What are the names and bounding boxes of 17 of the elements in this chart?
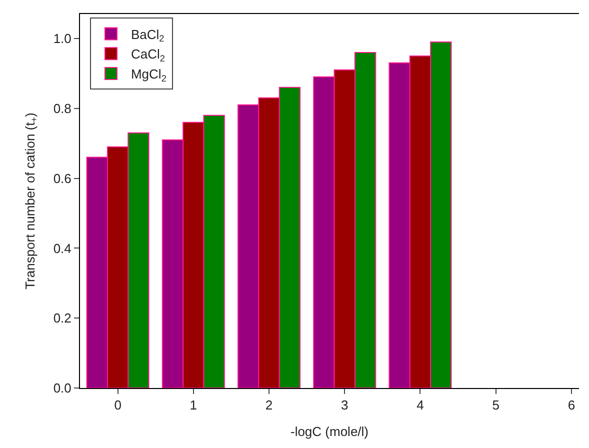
y-tick-label: 0.0 — [53, 380, 72, 396]
x-tick-label: 4 — [416, 398, 424, 413]
y-tick-label: 0.2 — [53, 310, 72, 326]
x-tick-label: 2 — [265, 398, 273, 413]
legend-label: CaCl$_{2}$ — [130, 46, 165, 64]
x-axis-title: -logC (mole/l) — [290, 424, 369, 440]
y-tick-label: 0.8 — [53, 100, 72, 116]
x-tick-label: 6 — [568, 398, 576, 413]
y-tick-label: 1.0 — [53, 31, 72, 46]
x-tick-label: 0 — [114, 398, 122, 413]
legend-label: MgCl$_{2}$ — [130, 66, 166, 84]
x-tick-label: 5 — [492, 398, 500, 413]
y-tick-label: 0.4 — [53, 240, 72, 256]
y-tick-label: 0.6 — [53, 170, 72, 186]
x-tick-label: 3 — [341, 398, 348, 413]
legend-label: BaCl$_{2}$ — [130, 26, 164, 44]
x-tick-label: 1 — [190, 398, 198, 413]
